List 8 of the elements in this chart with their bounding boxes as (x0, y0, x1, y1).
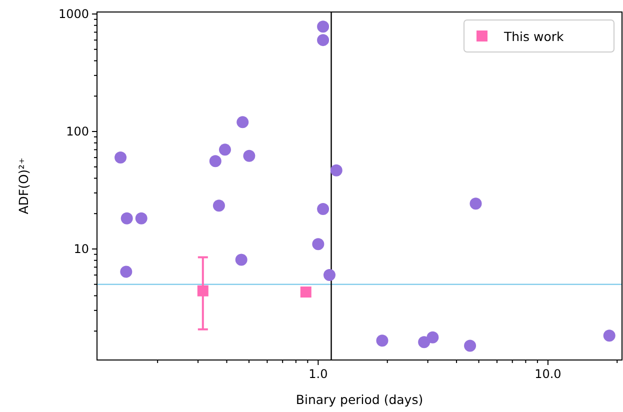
y-tick-label: 100 (66, 124, 89, 138)
x-tick-label: 10.0 (534, 367, 562, 381)
x-axis-title: Binary period (days) (296, 392, 424, 407)
y-tick-label: 1000 (58, 7, 89, 21)
y-axis-title: ADF(O)²⁺ (16, 158, 31, 214)
y-tick-label: 10 (74, 242, 89, 256)
legend-label: This work (503, 29, 565, 44)
x-tick-label: 1.0 (308, 367, 328, 381)
